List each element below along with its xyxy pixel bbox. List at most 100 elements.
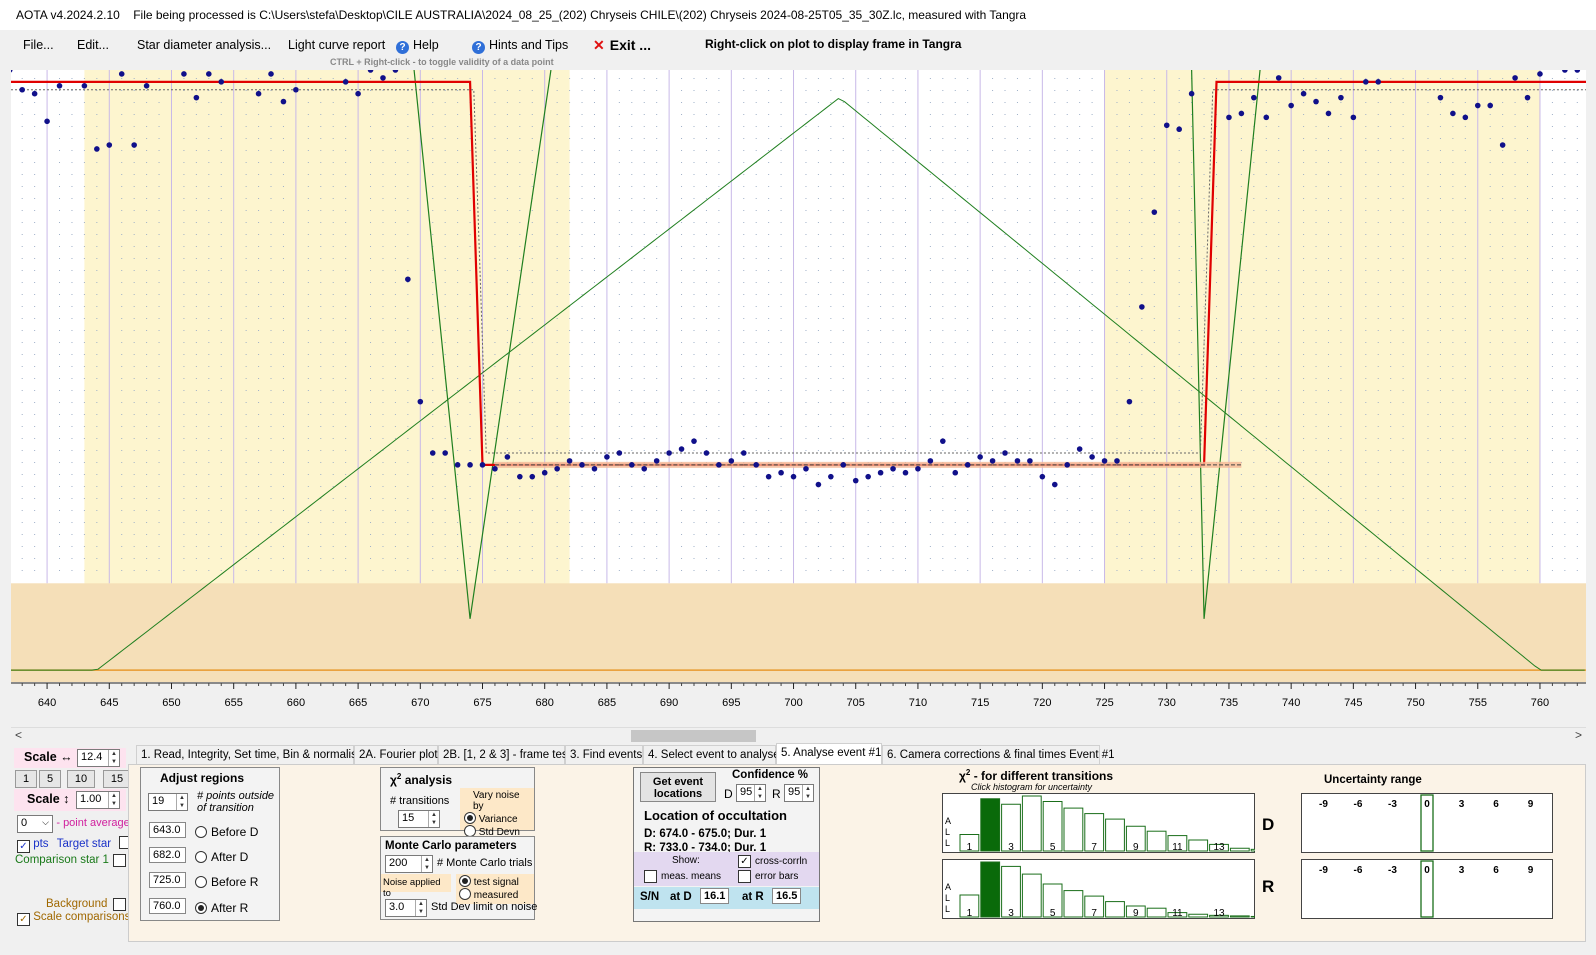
- tab-find-events[interactable]: 3. Find events: [565, 745, 643, 765]
- menu-help[interactable]: ? Help: [396, 38, 439, 54]
- data-point: [877, 469, 884, 476]
- data-point: [1512, 75, 1518, 81]
- menu-star-diameter[interactable]: Star diameter analysis...: [137, 38, 272, 52]
- tab-read-integrity[interactable]: 1. Read, Integrity, Set time, Bin & norm…: [136, 745, 363, 765]
- measured-radio[interactable]: [459, 888, 471, 900]
- error-bars-checkbox[interactable]: [738, 870, 751, 883]
- chi2-histogram-d[interactable]: ALL13579111315: [942, 793, 1255, 853]
- scale-btn-15[interactable]: 15: [103, 770, 131, 788]
- display-controls: Scale ↔ 12.4 ▲ ▼ 1 5 10 15 Scale ↕ 1.00 ▲ ▼ …: [11, 745, 133, 940]
- chi2-analysis-box: χ2 analysis # transitions 15 ▲ ▼ Vary nois…: [380, 767, 535, 838]
- hist-all-letter: L: [945, 838, 950, 848]
- noise-target-group: test signal measured: [456, 874, 534, 904]
- before-r-value[interactable]: 725.0: [149, 872, 186, 888]
- plot-scrollbar[interactable]: < >: [11, 727, 1586, 743]
- menu-hints-label: Hints and Tips: [489, 38, 569, 52]
- data-point: [517, 473, 523, 480]
- hist-bar: [1084, 813, 1105, 852]
- spin-arrows-icon[interactable]: ▲ ▼: [428, 811, 439, 827]
- variance-radio[interactable]: [464, 812, 476, 824]
- menu-edit[interactable]: Edit...: [77, 38, 109, 52]
- transitions-stepper[interactable]: 15 ▲ ▼: [398, 810, 440, 828]
- spin-arrows-icon[interactable]: ▲ ▼: [754, 785, 765, 801]
- test-signal-radio[interactable]: [459, 875, 471, 887]
- hist-label: 13: [1213, 908, 1225, 919]
- data-point: [1126, 398, 1133, 405]
- pts-checkbox[interactable]: ✓: [17, 840, 30, 853]
- points-outside-label: # points outside of transition: [197, 790, 275, 814]
- scroll-right-icon[interactable]: >: [1574, 728, 1582, 742]
- scale-comparisons-checkbox[interactable]: ✓: [17, 913, 30, 926]
- uncertainty-title: Uncertainty range: [1324, 774, 1422, 786]
- hist-bar: [1229, 915, 1250, 918]
- monte-carlo-trials-stepper[interactable]: 200 ▲ ▼: [385, 855, 433, 873]
- test-signal-label: test signal: [473, 877, 519, 888]
- points-outside-stepper[interactable]: 19 ▲ ▼: [148, 793, 188, 811]
- before-d-value[interactable]: 643.0: [149, 822, 186, 838]
- uncertainty-tick-label: -6: [1354, 799, 1363, 810]
- before-r-radio[interactable]: [195, 876, 207, 888]
- hist-bar: [1063, 890, 1084, 918]
- menu-exit[interactable]: ✕ Exit ...: [593, 37, 651, 54]
- spin-arrows-icon[interactable]: ▲ ▼: [802, 785, 813, 801]
- scroll-thumb[interactable]: [631, 730, 756, 742]
- menu-hints[interactable]: ? Hints and Tips: [472, 38, 568, 54]
- data-point: [566, 458, 573, 464]
- chi2-subtitle: Click histogram for uncertainty: [971, 782, 1093, 792]
- scale-h-value: 12.4: [81, 751, 103, 763]
- chi2-histogram-r[interactable]: ALL13579111315: [942, 859, 1255, 919]
- spin-arrows-icon[interactable]: ▲ ▼: [108, 792, 119, 808]
- light-curve-plot-area[interactable]: 640 645 650 655 660 665 670 675 680 685 690 695 700 7…: [11, 70, 1586, 727]
- data-point: [1338, 94, 1344, 101]
- scale-btn-5[interactable]: 5: [39, 770, 61, 788]
- confidence-r-stepper[interactable]: 95 ▲ ▼: [784, 784, 814, 802]
- data-point: [604, 454, 610, 460]
- confidence-d-stepper[interactable]: 95 ▲ ▼: [736, 784, 766, 802]
- data-point: [342, 79, 349, 85]
- spin-arrows-icon[interactable]: ▲ ▼: [415, 900, 426, 916]
- after-d-radio[interactable]: [195, 851, 207, 863]
- menu-bar: File... Edit... Star diameter analysis..…: [0, 30, 1596, 68]
- file-path: File being processed is C:\Users\stefa\D…: [133, 8, 1027, 22]
- comparison-star-checkbox[interactable]: [113, 854, 126, 867]
- background-checkbox[interactable]: [113, 898, 126, 911]
- tab-analyse-event[interactable]: 5. Analyse event #1: [776, 743, 882, 765]
- uncertainty-tick-label: 3: [1459, 799, 1465, 810]
- scale-v-stepper[interactable]: 1.00 ▲ ▼: [76, 791, 120, 809]
- menu-file[interactable]: File...: [23, 38, 54, 52]
- tab-fourier[interactable]: 2A. Fourier plot: [354, 745, 438, 765]
- after-r-value[interactable]: 760.0: [149, 898, 186, 914]
- data-point: [1487, 102, 1494, 109]
- data-point: [1462, 114, 1469, 121]
- data-point: [417, 398, 424, 405]
- spin-arrows-icon[interactable]: ▲ ▼: [108, 750, 119, 766]
- get-event-locations-button[interactable]: Get event locations: [640, 772, 716, 802]
- data-point: [56, 82, 63, 89]
- scale-h-stepper[interactable]: 12.4 ▲ ▼: [77, 749, 120, 767]
- data-point: [541, 469, 548, 476]
- scale-v-label: Scale ↕: [27, 792, 70, 806]
- scale-btn-10[interactable]: 10: [67, 770, 95, 788]
- scale-btn-1[interactable]: 1: [15, 770, 37, 788]
- data-point: [293, 86, 299, 93]
- data-point: [280, 98, 287, 105]
- tab-camera-corrections[interactable]: 6. Camera corrections & final times Even…: [882, 745, 1115, 765]
- after-d-value[interactable]: 682.0: [149, 847, 186, 863]
- title-bar: AOTA v4.2024.2.10 File being processed i…: [0, 0, 1596, 30]
- data-point: [554, 465, 560, 472]
- after-r-radio[interactable]: [195, 902, 207, 914]
- spin-arrows-icon[interactable]: ▲ ▼: [176, 794, 187, 810]
- before-d-radio[interactable]: [195, 826, 207, 838]
- hist-all-letter: L: [945, 827, 950, 837]
- spin-arrows-icon[interactable]: ▲ ▼: [421, 856, 432, 872]
- point-average-select[interactable]: 0 ⌵: [17, 815, 53, 833]
- tab-frame-test[interactable]: 2B. [1, 2 & 3] - frame test: [438, 745, 571, 765]
- menu-light-curve-report[interactable]: Light curve report: [288, 38, 386, 52]
- cross-corrn-checkbox[interactable]: ✓: [738, 855, 751, 868]
- scroll-left-icon[interactable]: <: [15, 728, 23, 742]
- data-point: [1288, 102, 1294, 109]
- meas-means-checkbox[interactable]: [644, 870, 657, 883]
- light-curve-plot[interactable]: 640 645 650 655 660 665 670 675 680 685 690 695 700 7…: [11, 70, 1586, 727]
- std-dev-limit-stepper[interactable]: 3.0 ▲ ▼: [385, 899, 427, 917]
- tab-select-event[interactable]: 4. Select event to analyse: [643, 745, 780, 765]
